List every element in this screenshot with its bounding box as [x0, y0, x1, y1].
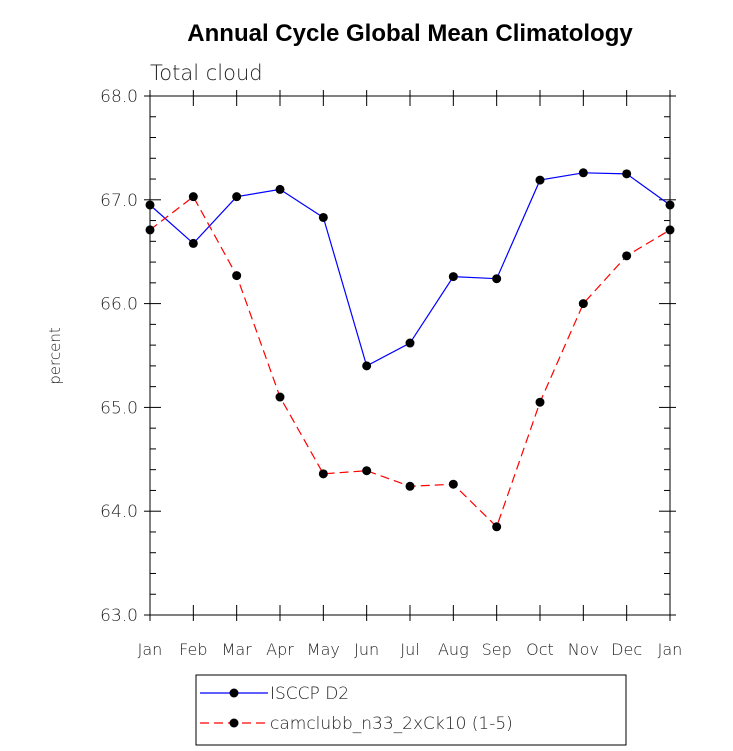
series-line — [149, 195, 671, 528]
series-layer — [145, 168, 675, 532]
data-point — [492, 522, 502, 532]
data-point — [665, 225, 675, 235]
y-tick-label: 66.0 — [100, 295, 138, 315]
y-tick-label: 64.0 — [100, 502, 138, 522]
x-tick-label: Jun — [354, 640, 379, 659]
data-point — [362, 361, 372, 371]
data-point — [188, 238, 198, 248]
legend-label: ISCCP D2 — [270, 684, 349, 704]
x-tick-label: May — [307, 640, 340, 659]
legend-label: camclubb_n33_2xCk10 (1-5) — [270, 714, 513, 734]
data-point — [145, 225, 155, 235]
x-tick-label: Sep — [482, 640, 512, 659]
y-tick-label: 67.0 — [100, 191, 138, 211]
data-point — [448, 479, 458, 489]
series-0 — [145, 168, 675, 371]
data-point — [275, 392, 285, 402]
y-tick-labels: 63.0 64.0 65.0 66.0 67.0 68.0 — [100, 87, 138, 626]
legend-frame — [195, 674, 627, 746]
axis-ticks — [144, 90, 676, 621]
x-tick-label: Dec — [611, 640, 642, 659]
x-tick-label: Apr — [266, 640, 294, 659]
data-point — [448, 272, 458, 282]
x-tick-label: Aug — [438, 640, 469, 659]
y-tick-label: 65.0 — [100, 398, 138, 418]
data-point — [318, 212, 328, 222]
data-point — [535, 175, 545, 185]
x-tick-labels: Jan Feb Mar Apr May Jun Jul Aug Sep Oct Nov Dec Jan — [138, 640, 683, 659]
data-point — [232, 192, 242, 202]
y-tick-label: 68.0 — [100, 87, 138, 107]
data-point — [405, 481, 415, 491]
data-point — [665, 200, 675, 210]
data-point — [318, 469, 328, 479]
data-point — [405, 338, 415, 348]
data-point — [578, 299, 588, 309]
y-tick-label: 63.0 — [100, 606, 138, 626]
x-tick-label: Jan — [658, 640, 683, 659]
series-1 — [145, 192, 675, 532]
plot-frame — [149, 95, 671, 616]
legend-swatch-marker — [229, 718, 239, 728]
chart-subtitle: Total cloud — [150, 61, 263, 85]
data-point — [362, 466, 372, 476]
data-point — [578, 168, 588, 178]
x-tick-label: Jan — [138, 640, 163, 659]
data-point — [622, 169, 632, 179]
x-tick-label: Feb — [179, 640, 207, 659]
data-point — [145, 200, 155, 210]
x-tick-label: Nov — [568, 640, 599, 659]
y-axis-label: percent — [46, 327, 64, 385]
data-point — [275, 184, 285, 194]
data-point — [232, 271, 242, 281]
x-tick-label: Oct — [526, 640, 554, 659]
chart-title: Annual Cycle Global Mean Climatology — [187, 20, 633, 47]
data-point — [492, 274, 502, 284]
legend-swatch-marker — [229, 688, 239, 698]
x-tick-label: Jul — [400, 640, 419, 659]
x-tick-label: Mar — [222, 640, 253, 659]
data-point — [188, 192, 198, 202]
data-point — [535, 397, 545, 407]
data-point — [622, 251, 632, 261]
series-line — [149, 172, 671, 367]
legend: ISCCP D2 camclubb_n33_2xCk10 (1-5) — [195, 674, 627, 746]
